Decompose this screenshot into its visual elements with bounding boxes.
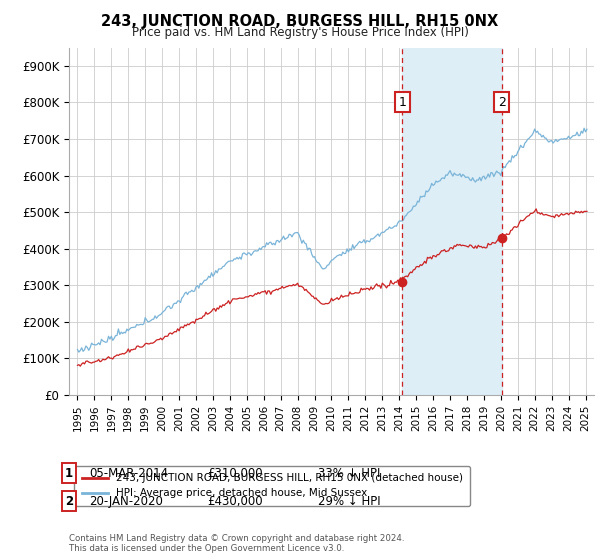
- Text: £430,000: £430,000: [207, 494, 263, 508]
- Text: 05-MAR-2014: 05-MAR-2014: [89, 466, 168, 480]
- Text: Contains HM Land Registry data © Crown copyright and database right 2024.
This d: Contains HM Land Registry data © Crown c…: [69, 534, 404, 553]
- Text: 1: 1: [65, 466, 73, 480]
- Text: 2: 2: [498, 96, 506, 109]
- Bar: [402, 48, 502, 395]
- Legend: 243, JUNCTION ROAD, BURGESS HILL, RH15 0NX (detached house), HPI: Average price,: 243, JUNCTION ROAD, BURGESS HILL, RH15 0…: [74, 466, 470, 506]
- Text: 33% ↓ HPI: 33% ↓ HPI: [318, 466, 380, 480]
- Text: 20-JAN-2020: 20-JAN-2020: [89, 494, 163, 508]
- Text: 29% ↓ HPI: 29% ↓ HPI: [318, 494, 380, 508]
- Text: £310,000: £310,000: [207, 466, 263, 480]
- Text: 2: 2: [65, 494, 73, 508]
- Text: 1: 1: [398, 96, 406, 109]
- Text: Price paid vs. HM Land Registry's House Price Index (HPI): Price paid vs. HM Land Registry's House …: [131, 26, 469, 39]
- Text: 243, JUNCTION ROAD, BURGESS HILL, RH15 0NX: 243, JUNCTION ROAD, BURGESS HILL, RH15 0…: [101, 14, 499, 29]
